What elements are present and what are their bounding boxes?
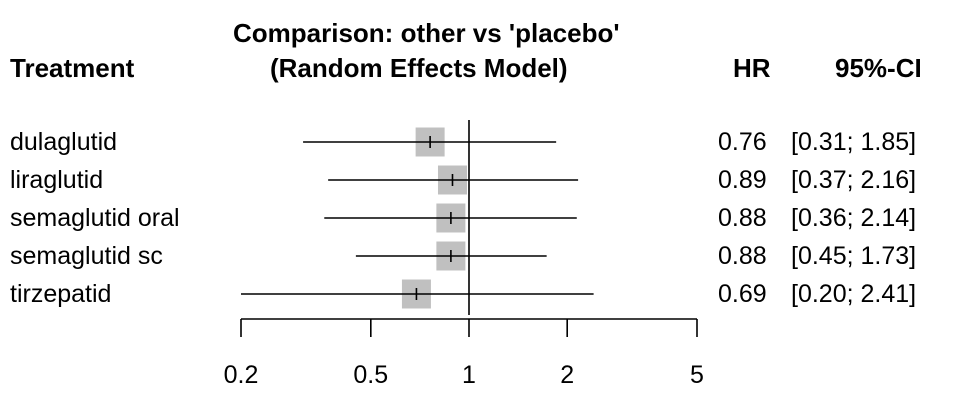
- x-tick-label: 5: [690, 361, 704, 389]
- ci-value: [0.45; 1.73]: [791, 242, 917, 270]
- x-tick-label: 1: [462, 361, 476, 389]
- hr-value: 0.88: [718, 242, 767, 270]
- hr-header: HR: [733, 53, 771, 83]
- ci-value: [0.31; 1.85]: [791, 128, 917, 156]
- plot-title-line2: (Random Effects Model): [270, 53, 568, 83]
- row-label: dulaglutid: [10, 128, 118, 156]
- treatment-header: Treatment: [10, 53, 135, 83]
- row-label: semaglutid oral: [10, 204, 180, 232]
- hr-value: 0.69: [718, 280, 767, 308]
- hr-value: 0.76: [718, 128, 767, 156]
- row-label: semaglutid sc: [10, 242, 163, 270]
- ci-value: [0.20; 2.41]: [791, 280, 917, 308]
- x-tick-label: 2: [560, 361, 575, 389]
- row-label: tirzepatid: [10, 280, 112, 308]
- ci-header: 95%-CI: [835, 53, 922, 83]
- ci-value: [0.37; 2.16]: [791, 166, 917, 194]
- x-tick-label: 0.5: [353, 361, 389, 389]
- ci-value: [0.36; 2.14]: [791, 204, 917, 232]
- plot-title-line1: Comparison: other vs 'placebo': [233, 18, 620, 48]
- row-label: liraglutid: [10, 166, 104, 194]
- x-tick-label: 0.2: [223, 361, 259, 389]
- hr-value: 0.88: [718, 204, 767, 232]
- hr-value: 0.89: [718, 166, 767, 194]
